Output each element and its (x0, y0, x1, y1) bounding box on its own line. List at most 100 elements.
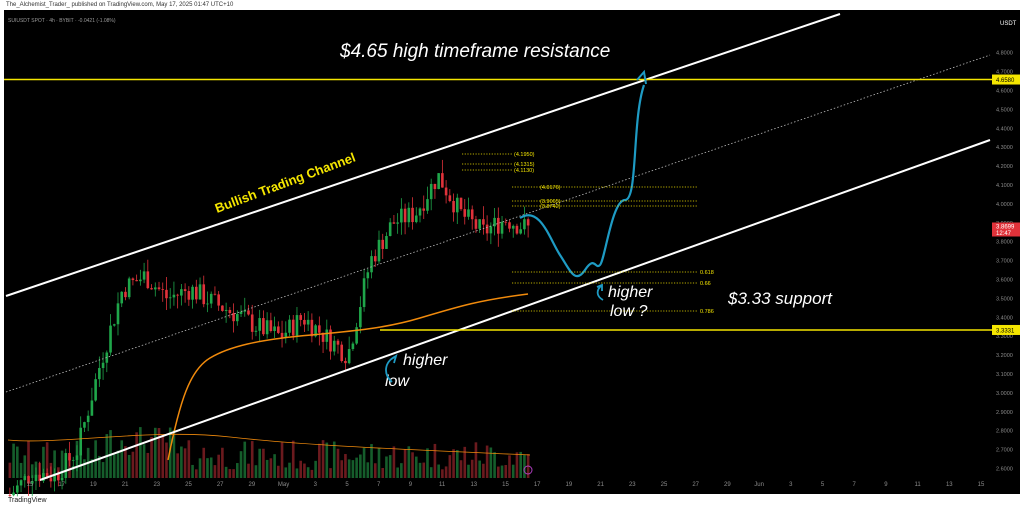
volume-ma-line (7, 433, 531, 456)
candle-body (153, 287, 157, 290)
volume-bar (165, 442, 168, 478)
volume-bar (392, 446, 396, 478)
y-tick-label: 4.6000 (996, 88, 1013, 94)
candle-body (53, 473, 56, 482)
candle-body (269, 320, 273, 332)
volume-bar (232, 469, 235, 478)
x-tick-label: 17 (58, 482, 65, 488)
candle-body (467, 209, 470, 217)
volume-bar (448, 455, 452, 478)
volume-bar (194, 469, 198, 478)
candle-body (359, 307, 362, 328)
volume-bar (269, 458, 273, 478)
candle-body (403, 208, 407, 223)
candle-body (239, 311, 243, 314)
volume-bar (414, 456, 418, 478)
volume-bar (411, 452, 414, 478)
candle-body (183, 289, 187, 292)
volume-bar (299, 460, 302, 478)
fib-label: (4.1950) (514, 152, 535, 158)
candle-body (191, 286, 194, 300)
volume-bar (176, 453, 179, 478)
volume-bar (27, 440, 30, 478)
volume-bar (98, 455, 101, 478)
y-tick-label: 4.4000 (996, 126, 1013, 132)
candle-body (303, 319, 306, 325)
candle-body (161, 289, 165, 290)
symbol-line: SUIUSDT SPOT · 4h · BYBIT · -0.0421 (-1.… (8, 18, 116, 24)
volume-bar (455, 450, 459, 478)
volume-bar (258, 448, 261, 478)
volume-bar (508, 455, 511, 478)
candle-body (310, 319, 314, 337)
candle-body (187, 291, 191, 300)
candle-body (98, 368, 101, 380)
candle-body (355, 327, 358, 344)
higher-low-2-arrow (596, 283, 604, 301)
candle-body (86, 415, 90, 423)
candle-body (318, 325, 321, 333)
volume-bar (519, 451, 522, 478)
volume-bar (295, 468, 299, 478)
candle-body (90, 400, 94, 416)
tradingview-brand[interactable]: TradingView (8, 497, 47, 504)
x-tick-label: 7 (377, 482, 381, 488)
volume-bar (157, 428, 161, 478)
candle-body (482, 219, 485, 225)
volume-bar (459, 460, 463, 478)
volume-bar (467, 464, 470, 478)
candle-body (306, 319, 310, 325)
volume-bar (90, 459, 94, 478)
candle-body (19, 480, 23, 486)
candle-body (247, 310, 250, 315)
candle-body (347, 349, 351, 364)
volume-bar (191, 464, 194, 478)
candle-body (60, 477, 64, 481)
candle-body (254, 330, 258, 332)
candle-body (407, 207, 411, 223)
volume-bar (437, 464, 440, 478)
candle-body (414, 215, 418, 223)
candle-body (131, 278, 135, 281)
candle-body (30, 481, 34, 484)
y-tick-label: 3.5000 (996, 296, 1013, 302)
candle-body (146, 271, 150, 289)
volume-bar (329, 468, 332, 478)
candle-body (526, 219, 530, 226)
candle-body (366, 272, 370, 279)
x-tick-label: 23 (153, 482, 160, 488)
y-tick-label: 4.1000 (996, 183, 1013, 189)
alert-icon[interactable] (523, 465, 533, 475)
candle-body (377, 239, 381, 262)
candle-body (474, 219, 478, 229)
y-tick-label: 3.7000 (996, 259, 1013, 265)
x-tick-label: 3 (314, 482, 318, 488)
volume-bar (127, 454, 131, 478)
candle-body (206, 303, 209, 305)
y-tick-label: 2.6000 (996, 467, 1013, 473)
volume-bar (217, 454, 220, 478)
candle-body (262, 318, 265, 335)
volume-bar (340, 460, 344, 478)
volume-bar (306, 467, 310, 478)
x-tick-label: 23 (629, 482, 636, 488)
candle-body (202, 284, 206, 305)
projection-path (519, 84, 646, 278)
countdown-text: 12:47 (996, 231, 1012, 237)
x-tick-label: 3 (789, 482, 793, 488)
candle-body (209, 293, 213, 304)
volume-bar (112, 454, 116, 478)
support-price-tag (992, 324, 1020, 335)
candle-body (232, 313, 235, 322)
fib-label: 0.618 (700, 270, 714, 276)
candle-body (493, 217, 496, 227)
x-tick-label: 5 (821, 482, 825, 488)
y-tick-label: 2.8000 (996, 429, 1013, 435)
candle-body (139, 279, 142, 282)
fib-label: (4.1315) (514, 162, 535, 168)
candle-body (329, 329, 332, 352)
candle-body (38, 474, 41, 482)
candle-body (172, 294, 176, 298)
